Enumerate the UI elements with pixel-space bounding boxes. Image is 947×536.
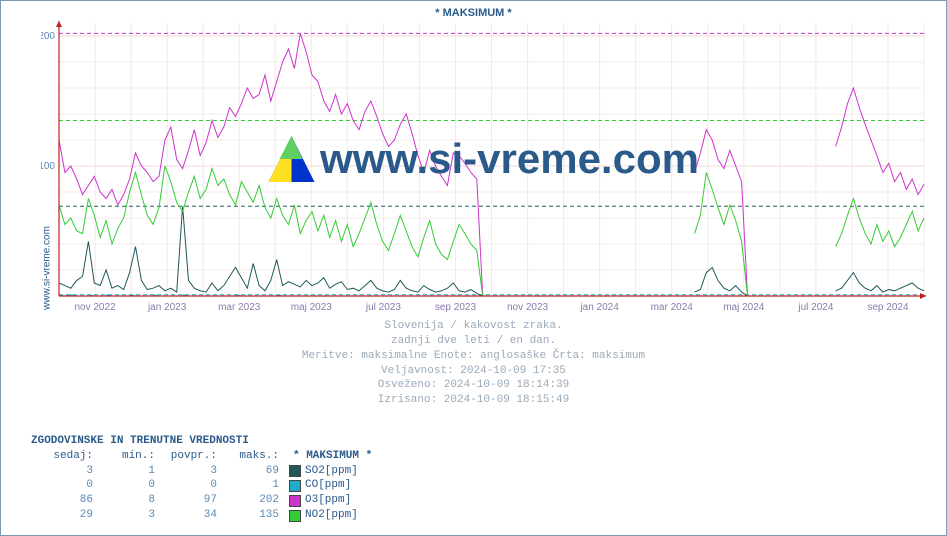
table-header-row: sedaj: min.: povpr.: maks.: * MAKSIMUM * [31,449,372,464]
cell-min: 1 [93,464,155,479]
meta-block: Slovenija / kakovost zraka. zadnji dve l… [1,319,946,408]
cell-min: 3 [93,508,155,523]
svg-text:maj 2024: maj 2024 [723,302,765,313]
th-maks: maks.: [217,449,279,464]
th-povpr: povpr.: [155,449,217,464]
meta-line-2: zadnji dve leti / en dan. [1,334,946,349]
cell-min: 0 [93,478,155,493]
cell-sedaj: 29 [31,508,93,523]
series-name: O3[ppm] [305,493,351,508]
series-name: NO2[ppm] [305,508,358,523]
series-name: CO[ppm] [305,478,351,493]
meta-line-1: Slovenija / kakovost zraka. [1,319,946,334]
series-swatch [289,465,301,477]
cell-povpr: 0 [155,478,217,493]
cell-sedaj: 3 [31,464,93,479]
table-row: 31369SO2[ppm] [31,464,372,479]
table-row: 0001CO[ppm] [31,478,372,493]
series-name: SO2[ppm] [305,464,358,479]
th-maksimum: * MAKSIMUM * [293,449,372,464]
cell-maks: 69 [217,464,279,479]
meta-line-4: Veljavnost: 2024-10-09 17:35 [1,364,946,379]
history-table: ZGODOVINSKE IN TRENUTNE VREDNOSTI sedaj:… [31,435,372,523]
svg-text:jan 2024: jan 2024 [579,302,619,313]
svg-text:jul 2024: jul 2024 [797,302,833,313]
series-swatch [289,480,301,492]
svg-text:mar 2023: mar 2023 [218,302,261,313]
meta-line-3: Meritve: maksimalne Enote: anglosaške Čr… [1,349,946,364]
svg-text:100: 100 [41,161,55,172]
svg-text:nov 2023: nov 2023 [507,302,549,313]
svg-text:nov 2022: nov 2022 [74,302,116,313]
cell-sedaj: 0 [31,478,93,493]
meta-line-6: Izrisano: 2024-10-09 18:15:49 [1,393,946,408]
cell-sedaj: 86 [31,493,93,508]
cell-maks: 135 [217,508,279,523]
chart-svg: 100 200 nov 2022 jan 2023 mar 2023 maj 2023 ju… [41,21,926,316]
cell-povpr: 97 [155,493,217,508]
svg-text:mar 2024: mar 2024 [651,302,694,313]
cell-povpr: 34 [155,508,217,523]
table-row: 29334135 NO2[ppm] [31,508,372,523]
series-swatch [289,495,301,507]
chart-area: 100200nov 2022jan 2023mar 2023maj 2023ju… [41,21,926,296]
table-row: 86897202 O3[ppm] [31,493,372,508]
cell-maks: 1 [217,478,279,493]
svg-text:sep 2023: sep 2023 [435,302,477,313]
table-title: ZGODOVINSKE IN TRENUTNE VREDNOSTI [31,435,372,447]
cell-maks: 202 [217,493,279,508]
svg-text:jul 2023: jul 2023 [365,302,401,313]
cell-povpr: 3 [155,464,217,479]
svg-text:200: 200 [41,31,55,42]
chart-title: * MAKSIMUM * [1,7,946,19]
cell-min: 8 [93,493,155,508]
meta-line-5: Osveženo: 2024-10-09 18:14:39 [1,378,946,393]
th-min: min.: [93,449,155,464]
series-swatch [289,510,301,522]
svg-text:jan 2023: jan 2023 [147,302,187,313]
svg-text:sep 2024: sep 2024 [867,302,909,313]
svg-text:maj 2023: maj 2023 [291,302,333,313]
th-sedaj: sedaj: [31,449,93,464]
chart-container: www.si-vreme.com * MAKSIMUM * 100200nov … [0,0,947,536]
